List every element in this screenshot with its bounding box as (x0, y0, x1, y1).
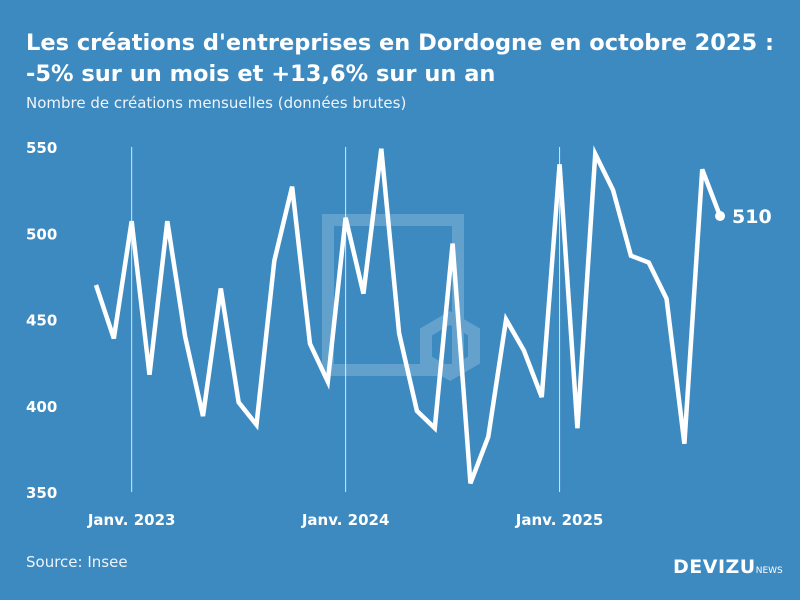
y-tick-label: 400 (26, 398, 57, 416)
y-tick-label: 450 (26, 312, 57, 330)
y-tick-label: 550 (26, 139, 57, 157)
x-tick-label: Janv. 2024 (301, 511, 390, 529)
title-line-2: -5% sur un mois et +13,6% sur un an (26, 61, 496, 87)
chart-subtitle: Nombre de créations mensuelles (données … (26, 94, 407, 112)
series-line (93, 145, 723, 485)
x-tick-label: Janv. 2023 (87, 511, 176, 529)
y-tick-label: 350 (26, 484, 57, 502)
logo-text: DEVIZU (673, 556, 756, 578)
y-tick-label: 500 (26, 225, 57, 243)
chart-title: Les créations d'entreprises en Dordogne … (26, 28, 786, 90)
source-note: Source: Insee (26, 553, 128, 571)
x-tick-label: Janv. 2025 (515, 511, 604, 529)
logo-suffix: NEWS (755, 566, 783, 576)
data-point (715, 211, 726, 221)
title-line-1: Les créations d'entreprises en Dordogne … (26, 30, 775, 56)
last-value-label: 510 (732, 206, 772, 228)
devizu-logo: DEVIZUNEWS (673, 556, 783, 578)
